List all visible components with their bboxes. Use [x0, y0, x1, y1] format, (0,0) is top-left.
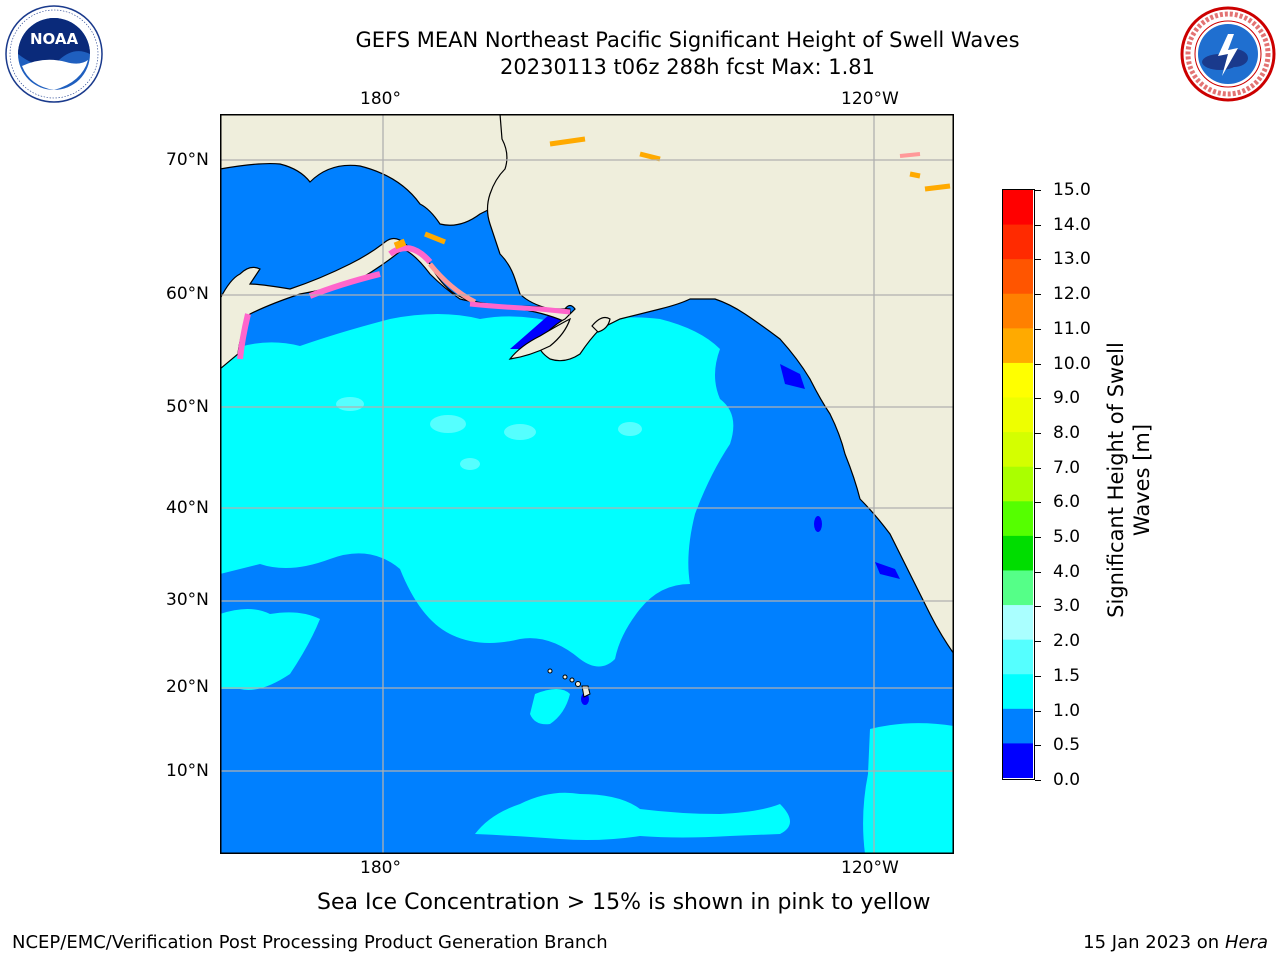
colorbar-tick-label: 4.0 — [1053, 561, 1081, 582]
footer-producer: NCEP/EMC/Verification Post Processing Pr… — [12, 932, 608, 953]
colorbar-tick-label: 0.5 — [1053, 735, 1081, 756]
footer-date-text: 15 Jan 2023 on — [1083, 932, 1225, 953]
colorbar-bin — [1003, 708, 1033, 744]
colorbar-tick-label: 14.0 — [1053, 214, 1091, 235]
land-kodiak — [591, 316, 611, 333]
swell-2.0-3.0-patches — [336, 397, 642, 470]
colorbar-tick-mark — [1035, 190, 1041, 191]
land-hawaii — [547, 668, 591, 698]
colorbar-tick-mark — [1035, 363, 1041, 365]
lat-label-60n: 60°N — [166, 284, 209, 304]
colorbar-tick-mark — [1035, 571, 1041, 573]
chart-title: GEFS MEAN Northeast Pacific Significant … — [355, 28, 1020, 52]
lon-label-top-120w: 120°W — [841, 89, 899, 109]
colorbar-tick-label: 0.0 — [1053, 770, 1081, 790]
footer-host: Hera — [1224, 932, 1268, 953]
colorbar-tick-label: 3.0 — [1053, 596, 1081, 617]
colorbar-tick-label: 10.0 — [1053, 353, 1091, 374]
colorbar-bin — [1003, 535, 1033, 571]
colorbar-tick-label: 7.0 — [1053, 457, 1081, 478]
swell-1.5-2.0-west-region — [220, 609, 320, 690]
colorbar-tick-mark — [1035, 675, 1041, 677]
colorbar-bin — [1003, 743, 1033, 778]
colorbar-tick-label: 8.0 — [1053, 422, 1081, 443]
lon-label-bottom-120w: 120°W — [841, 858, 899, 878]
map-canvas — [219, 113, 955, 854]
colorbar-bin — [1003, 224, 1033, 260]
colorbar-tick-label: 12.0 — [1053, 284, 1091, 305]
colorbar-tick-label: 5.0 — [1053, 527, 1081, 548]
colorbar-tick-mark — [1035, 432, 1041, 434]
colorbar-bin — [1003, 639, 1033, 675]
noaa-logo: NOAA — [4, 4, 104, 104]
colorbar-bin — [1003, 328, 1033, 364]
colorbar-tick-mark — [1035, 294, 1041, 296]
colorbar-tick-mark — [1035, 398, 1041, 400]
colorbar-label-line2: Waves [m] — [1130, 423, 1154, 537]
lat-label-20n: 20°N — [166, 677, 209, 697]
colorbar-tick-mark — [1035, 259, 1041, 261]
colorbar-tick-label: 2.0 — [1053, 631, 1081, 652]
colorbar-bin — [1003, 570, 1033, 606]
colorbar-tick-mark — [1035, 328, 1041, 330]
colorbar-bin — [1003, 605, 1033, 641]
colorbar-bin — [1003, 432, 1033, 468]
noaa-logo-text: NOAA — [30, 30, 79, 48]
colorbar-label-line1: Significant Height of Swell — [1104, 342, 1128, 618]
land-alaska-peninsula — [508, 317, 572, 360]
colorbar-bin — [1003, 674, 1033, 710]
graticule — [220, 114, 954, 854]
map-panel — [219, 113, 955, 854]
colorbar-tick-label: 1.0 — [1053, 700, 1081, 721]
swell-0.5-1.0-patches — [510, 314, 900, 705]
colorbar-tick-label: 11.0 — [1053, 318, 1091, 339]
swell-1.5-2.0-south-region — [475, 792, 790, 840]
colorbar-tick-label: 1.5 — [1053, 665, 1081, 686]
colorbar-bin — [1003, 397, 1033, 433]
colorbar-tick-mark — [1035, 467, 1041, 469]
sea-ice-note: Sea Ice Concentration > 15% is shown in … — [317, 890, 931, 915]
chart-subtitle: 20230113 t06z 288h fcst Max: 1.81 — [500, 55, 875, 79]
colorbar-tick-label: 15.0 — [1053, 180, 1091, 200]
lat-label-50n: 50°N — [166, 397, 209, 417]
colorbar-bins — [1003, 190, 1033, 778]
colorbar-tick-mark — [1035, 224, 1041, 226]
colorbar-tick-mark — [1035, 780, 1041, 781]
lat-label-10n: 10°N — [166, 761, 209, 781]
colorbar-tick-label: 13.0 — [1053, 249, 1091, 270]
colorbar-bin — [1003, 293, 1033, 329]
lat-label-40n: 40°N — [166, 498, 209, 518]
colorbar-tick-mark — [1035, 641, 1041, 643]
map-frame — [220, 114, 954, 854]
footer-date: 15 Jan 2023 on Hera — [1083, 932, 1268, 953]
colorbar-tick-mark — [1035, 502, 1041, 504]
lat-label-70n: 70°N — [166, 150, 209, 170]
colorbar-tick-mark — [1035, 606, 1041, 608]
colorbar-bin — [1003, 466, 1033, 502]
lon-label-bottom-180: 180° — [360, 858, 401, 878]
colorbar-tick-mark — [1035, 710, 1041, 712]
colorbar-bin — [1003, 259, 1033, 295]
land-alaska — [486, 113, 955, 656]
colorbar-tick-mark — [1035, 537, 1041, 539]
colorbar-bin — [1003, 190, 1033, 226]
sea-ice-edges — [237, 136, 951, 360]
colorbar-tick-label: 6.0 — [1053, 492, 1081, 513]
swell-1.5-2.0-hawaii-region — [530, 689, 570, 725]
swell-1.5-2.0-southeast-region — [863, 723, 954, 854]
colorbar-bin — [1003, 362, 1033, 399]
colorbar-tick-mark — [1035, 745, 1041, 747]
nws-logo — [1178, 6, 1278, 102]
lat-label-30n: 30°N — [166, 590, 209, 610]
colorbar — [1002, 189, 1035, 780]
lon-label-top-180: 180° — [360, 89, 401, 109]
colorbar-tick-label: 9.0 — [1053, 388, 1081, 409]
colorbar-bin — [1003, 501, 1033, 537]
